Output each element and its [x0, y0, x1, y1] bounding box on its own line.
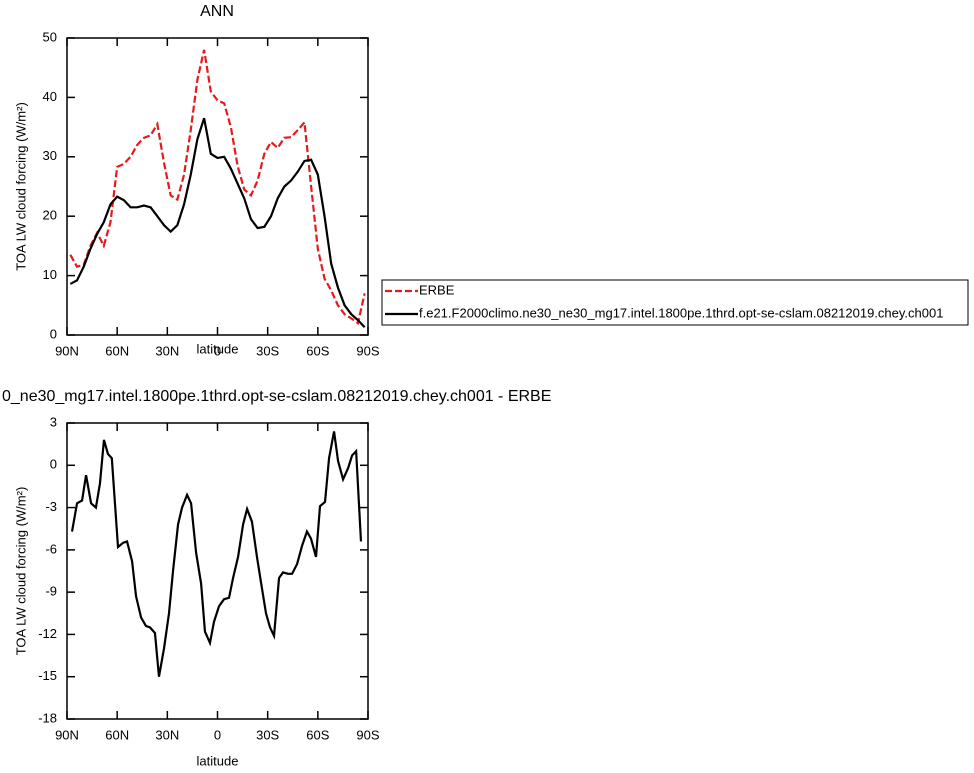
legend-box [381, 279, 969, 326]
y-tick-label: 10 [43, 267, 57, 282]
x-tick-label: 60N [105, 727, 129, 742]
y-axis-label: TOA LW cloud forcing (W/m²) [13, 487, 28, 656]
y-tick-label: -3 [45, 499, 57, 514]
x-tick-label: 90S [356, 727, 379, 742]
y-tick-label: 0 [50, 326, 57, 341]
x-tick-label: 90N [55, 727, 79, 742]
y-tick-label: -12 [38, 626, 57, 641]
x-tick-label: 30N [155, 727, 179, 742]
x-tick-label: 30N [155, 343, 179, 358]
y-tick-label: 3 [50, 414, 57, 429]
x-tick-label: 30S [256, 343, 279, 358]
data-line [70, 431, 363, 677]
legend-label: f.e21.F2000climo.ne30_ne30_mg17.intel.18… [419, 305, 943, 320]
y-tick-label: 30 [43, 148, 57, 163]
y-tick-label: 50 [43, 29, 57, 44]
plot-frame [66, 37, 369, 336]
x-tick-label: 60S [306, 343, 329, 358]
x-tick-label: 30S [256, 727, 279, 742]
y-tick-label: -6 [45, 541, 57, 556]
x-tick-label: 0 [214, 727, 221, 742]
x-axis-label: latitude [197, 753, 239, 768]
x-tick-label: 60S [306, 727, 329, 742]
y-tick-label: -15 [38, 668, 57, 683]
y-axis-label: TOA LW cloud forcing (W/m²) [13, 102, 28, 271]
plot-frame [66, 422, 369, 720]
y-tick-label: -18 [38, 710, 57, 725]
y-tick-label: 40 [43, 89, 57, 104]
y-tick-label: -9 [45, 584, 57, 599]
y-tick-label: 20 [43, 208, 57, 223]
x-axis-label: latitude [197, 341, 239, 356]
data-line [69, 49, 366, 325]
data-line [69, 117, 366, 329]
x-tick-label: 90N [55, 343, 79, 358]
x-tick-label: 60N [105, 343, 129, 358]
x-tick-label: 0 [214, 343, 221, 358]
y-tick-label: 0 [50, 457, 57, 472]
chart-title: 0_ne30_mg17.intel.1800pe.1thrd.opt-se-cs… [2, 388, 551, 405]
x-tick-label: 90S [356, 343, 379, 358]
chart-title: ANN [200, 3, 234, 20]
legend-label: ERBE [419, 282, 455, 297]
